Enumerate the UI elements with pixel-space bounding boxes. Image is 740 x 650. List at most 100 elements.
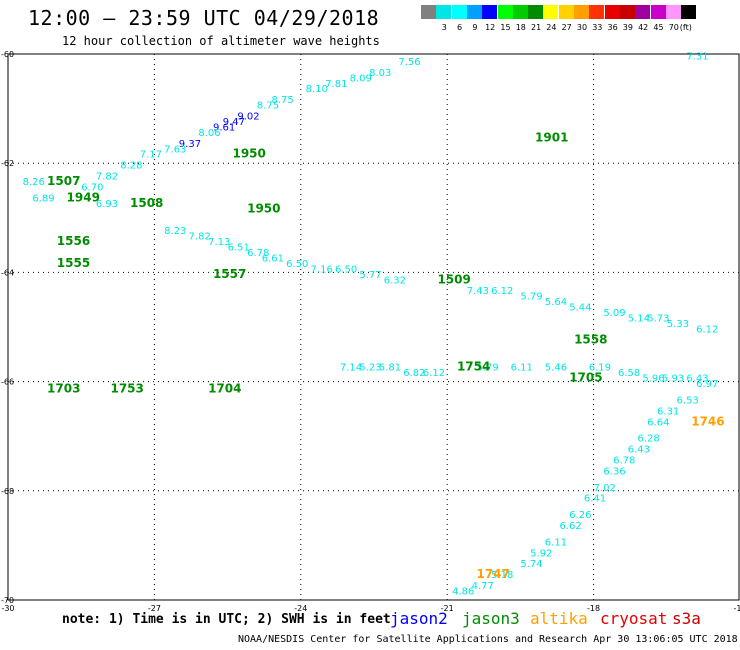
legend-swatch <box>574 5 589 19</box>
sat-s3a: s3a <box>672 609 701 628</box>
swh-value: 5.33 <box>667 319 689 330</box>
swh-value: 7.43 <box>467 286 489 297</box>
legend-swatch <box>528 5 544 19</box>
lon-tick-label: -15 <box>733 604 740 613</box>
swh-value: 5.96 <box>642 374 664 385</box>
legend-swatch <box>482 5 498 19</box>
legend-label: 15 <box>500 23 511 32</box>
time-label: 1509 <box>437 272 470 286</box>
swh-value: 9.47 <box>223 117 245 128</box>
swh-value: 6.58 <box>618 368 640 379</box>
swh-value: 5.23 <box>359 363 381 374</box>
time-label: 1705 <box>569 371 602 385</box>
legend-swatch <box>512 5 528 19</box>
swh-value: 7.17 <box>140 150 162 161</box>
time-label: 1753 <box>110 382 143 396</box>
swh-value: 7.56 <box>398 57 420 68</box>
legend-label: 9 <box>472 23 478 32</box>
swh-value: 5.74 <box>520 559 542 570</box>
sat-cryosat: cryosat <box>600 609 668 628</box>
swh-value: 5.73 <box>647 314 669 325</box>
legend-label: 45 <box>653 23 664 32</box>
swh-value: 6.51 <box>228 243 250 254</box>
time-label: 1950 <box>247 201 280 215</box>
swh-value: 6.41 <box>584 494 606 505</box>
footer-credit: NOAA/NESDIS Center for Satellite Applica… <box>238 634 738 645</box>
sat-altika: altika <box>530 609 588 628</box>
swh-value: 6.93 <box>96 199 118 210</box>
swh-value: 6.12 <box>423 368 445 379</box>
time-label: 1950 <box>232 147 265 161</box>
lon-tick-label: -24 <box>294 604 307 613</box>
swh-value: 7.82 <box>189 232 211 243</box>
swh-value: 7.14 <box>340 363 362 374</box>
sat-jason3: jason3 <box>462 609 520 628</box>
legend-label: 70 <box>668 23 679 32</box>
page-title: 12:00 – 23:59 UTC 04/29/2018 <box>28 6 380 30</box>
swh-value: 6.70 <box>81 183 103 194</box>
swh-value: 6.31 <box>657 406 679 417</box>
legend-swatch <box>543 5 559 19</box>
time-label: 1558 <box>574 332 607 346</box>
legend-swatch <box>665 5 681 19</box>
lat-tick-label: -70 <box>1 596 14 605</box>
legend-label: 27 <box>561 23 572 32</box>
time-label: 1747 <box>476 567 509 581</box>
legend-swatch <box>421 5 436 19</box>
swh-value: 8.06 <box>198 128 220 139</box>
swh-value: 6.97 <box>696 379 718 390</box>
swh-value: 5.93 <box>662 374 684 385</box>
swh-value: 5.79 <box>520 292 542 303</box>
time-label: 1949 <box>67 190 100 204</box>
lon-tick-label: -27 <box>148 604 161 613</box>
legend-swatch <box>650 5 666 19</box>
swh-value: 6.12 <box>696 324 718 335</box>
time-label: 1901 <box>535 130 568 144</box>
legend-label: 3 <box>441 23 447 32</box>
legend-label: 33 <box>592 23 603 32</box>
legend-label: 36 <box>607 23 618 32</box>
swh-value: 6.50 <box>286 259 308 270</box>
swh-value: 5.44 <box>569 303 591 314</box>
swh-value: 7.31 <box>686 51 708 62</box>
swh-value: 6.89 <box>32 193 54 204</box>
swh-value: 5.79 <box>476 363 498 374</box>
lon-tick-label: -30 <box>1 604 14 613</box>
time-label: 1754 <box>457 360 490 374</box>
swh-value: 6.11 <box>511 363 533 374</box>
swh-value: 5.46 <box>545 363 567 374</box>
swh-value: 6.36 <box>603 466 625 477</box>
legend-label: 24 <box>546 23 557 32</box>
legend-label: 18 <box>515 23 526 32</box>
swh-value: 5.64 <box>545 297 567 308</box>
swh-value: 6.19 <box>589 363 611 374</box>
plot-frame <box>7 53 740 601</box>
swh-value: 8.75 <box>272 95 294 106</box>
lat-tick-label: -64 <box>1 268 14 277</box>
legend-label: 30 <box>576 23 588 32</box>
legend-swatch <box>436 5 452 19</box>
swh-value: 5.18 <box>491 570 513 581</box>
swh-value: 6.28 <box>638 434 660 445</box>
swh-value: 6.53 <box>677 395 699 406</box>
swh-value: 8.03 <box>369 68 391 79</box>
swh-value: 4.86 <box>452 587 474 598</box>
swh-value: 6.78 <box>247 248 269 259</box>
legend-swatch <box>619 5 635 19</box>
swh-value: 6.61 <box>262 253 284 264</box>
swh-value: 5.14 <box>628 314 650 325</box>
lat-tick-label: -66 <box>1 378 14 387</box>
swh-value: 6.78 <box>613 456 635 467</box>
time-label: 1508 <box>130 196 163 210</box>
swh-value: 7.82 <box>96 172 118 183</box>
lat-tick-label: -60 <box>1 50 14 59</box>
swh-value: 6.62 <box>559 521 581 532</box>
swh-value: 8.26 <box>23 177 45 188</box>
legend-unit: (ft) <box>679 23 692 32</box>
swh-value: 6.64 <box>647 417 669 428</box>
time-label: 1704 <box>208 382 241 396</box>
legend-label: 6 <box>457 23 463 32</box>
swh-value: 9.02 <box>237 112 259 123</box>
legend-swatch <box>451 5 467 19</box>
swh-value: 8.75 <box>257 101 279 112</box>
